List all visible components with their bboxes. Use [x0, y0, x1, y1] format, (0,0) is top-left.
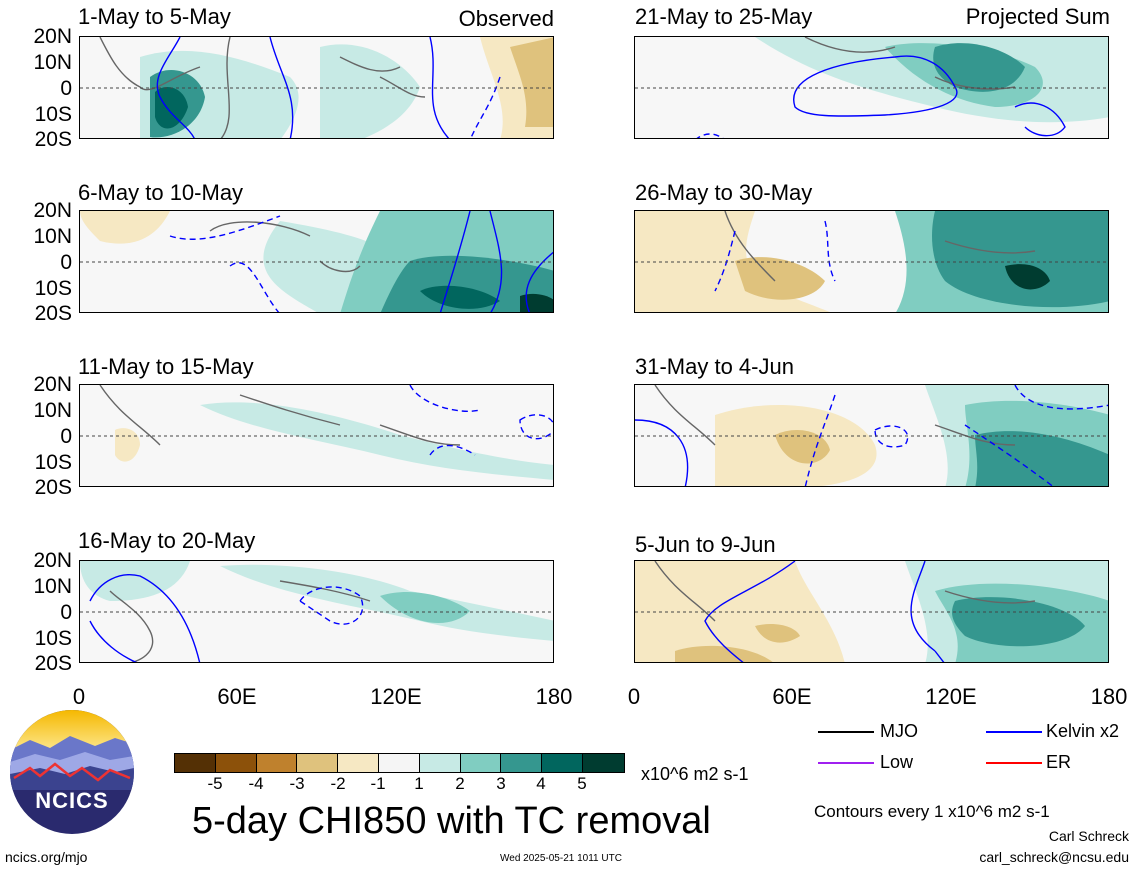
colorbar-swatch — [215, 754, 257, 772]
legend-label-kelvin: Kelvin x2 — [1046, 721, 1120, 741]
footer-timestamp: Wed 2025-05-21 1011 UTC — [500, 853, 622, 864]
colorbar-swatch — [501, 754, 543, 772]
lat-label: 20S — [34, 652, 72, 675]
lat-label: 0 — [60, 425, 72, 448]
legend-line-er — [986, 762, 1042, 764]
legend-line-low — [818, 762, 874, 764]
lon-label: 120E — [370, 684, 422, 709]
lat-label: 20N — [33, 373, 72, 396]
lat-label: 10N — [33, 575, 72, 598]
projected-sum-label: Projected Sum — [965, 4, 1110, 29]
legend-label-er: ER — [1046, 752, 1072, 772]
footer-author: Carl Schreck — [1048, 828, 1129, 844]
colorbar-swatch — [297, 754, 339, 772]
map-panel-left-4 — [79, 560, 554, 663]
map-panel-left-2 — [79, 210, 554, 313]
lat-label: 10S — [34, 103, 72, 126]
colorbar-tick: -1 — [370, 774, 386, 793]
colorbar-swatch — [378, 754, 420, 772]
lon-label: 60E — [772, 684, 812, 709]
lon-label: 180 — [1090, 684, 1128, 709]
panel-title-left-1: 1-May to 5-May — [78, 4, 231, 29]
legend-line-mjo — [818, 731, 874, 733]
colorbar-tick: 4 — [536, 774, 546, 793]
lat-label: 20N — [33, 199, 72, 222]
colorbar-tick: 2 — [455, 774, 465, 793]
colorbar-swatch — [542, 754, 583, 772]
map-panel-right-2 — [634, 210, 1109, 313]
lat-label: 10N — [33, 225, 72, 248]
colorbar-swatch — [582, 754, 624, 772]
lat-label: 0 — [60, 601, 72, 624]
panel-title-right-1: 21-May to 25-May — [635, 4, 813, 29]
map-panel-left-1 — [79, 36, 554, 139]
colorbar — [174, 753, 625, 773]
colorbar-units: x10^6 m2 s-1 — [641, 764, 749, 784]
panel-title-right-4: 5-Jun to 9-Jun — [635, 532, 776, 557]
colorbar-swatch — [419, 754, 461, 772]
lon-label: 0 — [72, 684, 86, 709]
legend-label-low: Low — [880, 752, 914, 772]
colorbar-swatch — [175, 754, 216, 772]
map-panel-right-1 — [634, 36, 1109, 139]
lat-label: 10S — [34, 277, 72, 300]
colorbar-swatch — [460, 754, 502, 772]
map-panel-right-4 — [634, 560, 1109, 663]
logo-text: NCICS — [35, 788, 109, 813]
lat-label: 20N — [33, 25, 72, 48]
colorbar-tick: -5 — [207, 774, 223, 793]
lat-label: 20S — [34, 302, 72, 325]
footer-email[interactable]: carl_schreck@ncsu.edu — [979, 849, 1129, 865]
lon-label: 60E — [217, 684, 257, 709]
colorbar-tick: 5 — [577, 774, 587, 793]
ncics-logo: NCICS — [10, 710, 134, 834]
observed-label: Observed — [458, 6, 554, 31]
colorbar-tick: -3 — [289, 774, 305, 793]
lon-label: 0 — [627, 684, 641, 709]
footer-url[interactable]: ncics.org/mjo — [5, 849, 88, 865]
lat-label: 20N — [33, 549, 72, 572]
lat-label: 10S — [34, 451, 72, 474]
lon-label: 180 — [535, 684, 573, 709]
lon-label: 120E — [925, 684, 977, 709]
legend-label-mjo: MJO — [880, 721, 918, 741]
colorbar-tick: 1 — [414, 774, 424, 793]
lat-label: 20S — [34, 476, 72, 499]
colorbar-tick: -2 — [330, 774, 346, 793]
legend-line-kelvin — [986, 731, 1042, 733]
map-panel-left-3 — [79, 384, 554, 487]
map-panel-right-3 — [634, 384, 1109, 487]
lat-label: 10N — [33, 51, 72, 74]
colorbar-swatch — [256, 754, 298, 772]
lat-label: 0 — [60, 251, 72, 274]
panel-title-right-3: 31-May to 4-Jun — [635, 354, 794, 379]
colorbar-swatch — [338, 754, 379, 772]
contour-note: Contours every 1 x10^6 m2 s-1 — [814, 802, 1050, 821]
lat-label: 10S — [34, 627, 72, 650]
lat-label: 0 — [60, 77, 72, 100]
panel-title-left-4: 16-May to 20-May — [78, 528, 256, 553]
panel-title-left-3: 11-May to 15-May — [78, 354, 254, 379]
panel-title-left-2: 6-May to 10-May — [78, 180, 244, 205]
figure-title: 5-day CHI850 with TC removal — [192, 800, 711, 842]
lat-label: 20S — [34, 128, 72, 151]
lat-label: 10N — [33, 399, 72, 422]
colorbar-tick: -4 — [248, 774, 264, 793]
colorbar-tick: 3 — [496, 774, 506, 793]
panel-title-right-2: 26-May to 30-May — [635, 180, 813, 205]
